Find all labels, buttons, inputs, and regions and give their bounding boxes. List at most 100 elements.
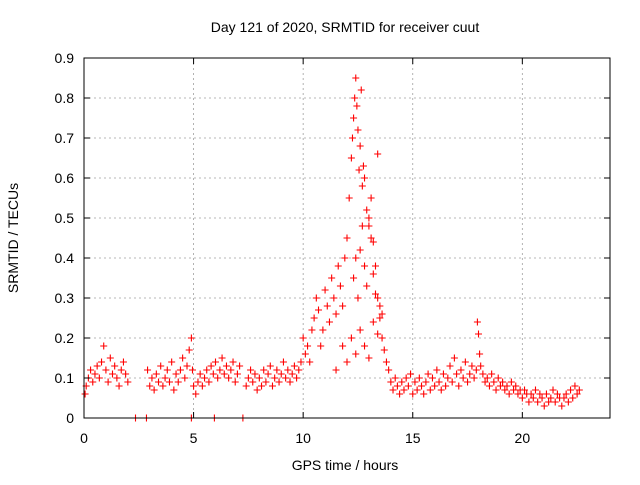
data-point (567, 386, 575, 394)
data-point (87, 366, 95, 374)
data-point (251, 370, 259, 378)
data-point (361, 174, 369, 182)
data-point (163, 366, 171, 374)
data-point (393, 382, 401, 390)
data-point (378, 310, 386, 318)
data-point (218, 354, 226, 362)
data-point (575, 386, 583, 394)
data-point (317, 342, 325, 350)
data-point (431, 382, 439, 390)
x-tick-label: 5 (190, 430, 198, 446)
data-point (551, 398, 559, 406)
data-point (328, 274, 336, 282)
data-point (304, 342, 312, 350)
data-point (398, 378, 406, 386)
data-point (396, 390, 404, 398)
data-point (196, 370, 204, 378)
data-point (293, 374, 301, 382)
x-tick-label: 10 (295, 430, 311, 446)
data-point (262, 378, 270, 386)
data-point (448, 378, 456, 386)
data-point (569, 394, 577, 402)
data-point (525, 398, 533, 406)
data-point (494, 374, 502, 382)
data-point (266, 362, 274, 370)
data-point (299, 334, 307, 342)
data-point (512, 382, 520, 390)
data-point (185, 346, 193, 354)
data-point (350, 114, 358, 122)
data-point (400, 386, 408, 394)
data-point (319, 326, 327, 334)
data-point (244, 374, 252, 382)
data-point (190, 382, 198, 390)
data-points (81, 74, 583, 422)
data-point (209, 370, 217, 378)
data-point (413, 386, 421, 394)
data-point (355, 166, 363, 174)
data-point (457, 366, 465, 374)
y-tick-label: 0.7 (55, 130, 75, 146)
data-point (188, 366, 196, 374)
data-point (459, 374, 467, 382)
data-point (363, 206, 371, 214)
data-point (165, 378, 173, 386)
data-point (404, 382, 412, 390)
x-tick-label: 0 (80, 430, 88, 446)
data-point (231, 378, 239, 386)
data-point (343, 358, 351, 366)
data-point (253, 386, 261, 394)
data-point (573, 390, 581, 398)
data-point (332, 366, 340, 374)
data-point (389, 386, 397, 394)
data-point (549, 386, 557, 394)
data-point (282, 374, 290, 382)
data-point (348, 134, 356, 142)
data-point (258, 382, 266, 390)
data-point (330, 294, 338, 302)
data-point (411, 378, 419, 386)
data-point (321, 286, 329, 294)
data-point (488, 370, 496, 378)
data-point (450, 354, 458, 362)
data-point (476, 350, 484, 358)
data-point (470, 374, 478, 382)
y-tick-label: 0.9 (55, 50, 75, 66)
data-point (422, 378, 430, 386)
data-point (207, 362, 215, 370)
data-point (176, 366, 184, 374)
y-tick-label: 0 (66, 410, 74, 426)
x-axis-label: GPS time / hours (292, 457, 399, 473)
data-point (216, 366, 224, 374)
data-point (433, 366, 441, 374)
data-point (260, 366, 268, 374)
data-point (472, 366, 480, 374)
data-point (505, 390, 513, 398)
data-point (521, 386, 529, 394)
data-point (446, 362, 454, 370)
data-point (492, 386, 500, 394)
data-point (157, 362, 165, 370)
data-point (444, 374, 452, 382)
data-point (236, 362, 244, 370)
data-point (510, 386, 518, 394)
data-point (201, 374, 209, 382)
data-point (144, 366, 152, 374)
data-point (437, 386, 445, 394)
data-point (453, 370, 461, 378)
data-point (415, 374, 423, 382)
data-point (442, 382, 450, 390)
data-point (378, 334, 386, 342)
data-point (365, 214, 373, 222)
data-point (179, 354, 187, 362)
data-point (161, 374, 169, 382)
data-point (380, 346, 388, 354)
data-point (536, 390, 544, 398)
data-point (507, 378, 515, 386)
data-point (220, 370, 228, 378)
data-point (146, 382, 154, 390)
data-point (229, 358, 237, 366)
data-point (341, 254, 349, 262)
data-point (148, 374, 156, 382)
data-point (111, 362, 119, 370)
